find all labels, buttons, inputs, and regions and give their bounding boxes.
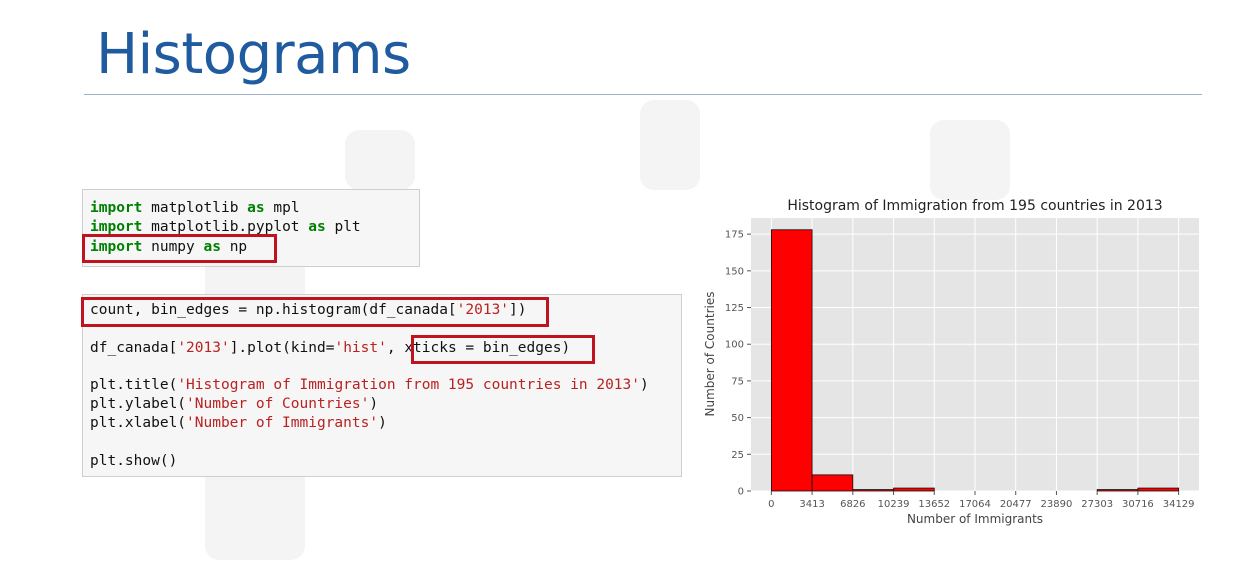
x-tick-label: 20477 (1000, 499, 1032, 510)
y-axis-label: Number of Countries (703, 292, 717, 417)
highlight-box-xticks (411, 335, 595, 364)
code-line: import matplotlib as mpl (90, 199, 300, 218)
x-tick-label: 3413 (799, 499, 824, 510)
code-cell-imports[interactable]: import matplotlib as mpl import matplotli… (82, 189, 420, 267)
code-string: '2013' (456, 302, 510, 318)
code-line: count, bin_edges = np.histogram(df_canad… (90, 301, 527, 320)
y-tick-label: 125 (725, 303, 744, 314)
y-tick-label: 0 (738, 487, 744, 498)
code-string: 'Histogram of Immigration from 195 count… (177, 377, 640, 393)
background-decoration (345, 130, 415, 190)
code-line: df_canada['2013'].plot(kind='hist', xtic… (90, 339, 570, 358)
code-token: plt.ylabel( (90, 396, 187, 412)
bars (770, 229, 1180, 492)
histogram-bar (811, 474, 854, 492)
x-tick-label: 13652 (918, 499, 950, 510)
y-tick-label: 25 (731, 450, 744, 461)
x-axis: 0 3413 6826 10239 13652 17064 20477 23890 27303 3… (768, 491, 1195, 510)
code-token: ].plot(kind= (229, 340, 335, 356)
highlight-box-numpy-import (82, 234, 277, 263)
y-tick-label: 100 (725, 340, 744, 351)
histogram-bar (852, 489, 894, 492)
x-tick-label: 27303 (1081, 499, 1113, 510)
x-tick-label: 10239 (878, 499, 910, 510)
chart-title: Histogram of Immigration from 195 countr… (787, 198, 1162, 214)
code-token: plt.title( (90, 377, 178, 393)
y-tick-label: 50 (731, 413, 744, 424)
highlight-box-histogram-call (81, 297, 549, 327)
x-axis-label: Number of Immigrants (907, 512, 1043, 526)
code-line: import numpy as np (90, 238, 247, 257)
x-tick-label: 23890 (1041, 499, 1073, 510)
code-token: , xticks = bin_edges) (386, 340, 571, 356)
x-tick-label: 17064 (959, 499, 991, 510)
x-tick-label: 6826 (840, 499, 865, 510)
code-string: 'hist' (334, 340, 387, 356)
code-line: plt.show() (90, 452, 177, 471)
code-token: matplotlib (142, 200, 248, 216)
x-tick-label: 34129 (1163, 499, 1195, 510)
code-token: count, bin_edges = np.histogram(df_canad… (90, 302, 457, 318)
code-line: plt.title('Histogram of Immigration from… (90, 376, 649, 395)
code-string: '2013' (177, 340, 230, 356)
background-decoration (930, 120, 1010, 200)
gridlines (751, 218, 1199, 492)
code-keyword: as (308, 219, 326, 235)
code-token: plt (325, 219, 361, 235)
code-token: np (220, 239, 248, 255)
code-keyword: import (90, 200, 143, 216)
histogram-bar (770, 229, 813, 492)
code-token: mpl (264, 200, 300, 216)
code-keyword: import (90, 239, 143, 255)
code-token: plt.show() (90, 453, 178, 469)
code-token: ) (369, 396, 379, 412)
code-line: plt.ylabel('Number of Countries') (90, 395, 378, 414)
code-string: 'Number of Countries' (186, 396, 370, 412)
histogram-bar (893, 487, 935, 492)
code-line: plt.xlabel('Number of Immigrants') (90, 414, 387, 433)
x-tick-label: 0 (768, 499, 774, 510)
title-divider (84, 94, 1202, 95)
y-axis: 0 25 50 75 100 125 150 175 (725, 230, 751, 498)
y-tick-label: 175 (725, 230, 744, 241)
x-tick-label: 30716 (1122, 499, 1154, 510)
code-line: import matplotlib.pyplot as plt (90, 218, 361, 237)
code-token: ]) (509, 302, 527, 318)
code-token: ) (378, 415, 387, 431)
histogram-bar (1137, 487, 1180, 492)
code-keyword: import (90, 219, 143, 235)
histogram-bar (1096, 489, 1139, 492)
code-token: plt.xlabel( (90, 415, 187, 431)
code-keyword: as (203, 239, 221, 255)
slide-title: Histograms (96, 22, 411, 87)
y-tick-label: 150 (725, 266, 744, 277)
code-token: ) (640, 377, 649, 393)
code-token: df_canada[ (90, 340, 178, 356)
histogram-chart: Histogram of Immigration from 195 countr… (703, 198, 1199, 526)
background-decoration (640, 100, 700, 190)
code-string: 'Number of Immigrants' (186, 415, 379, 431)
code-token: numpy (142, 239, 204, 255)
y-tick-label: 75 (731, 376, 744, 387)
code-keyword: as (247, 200, 265, 216)
code-token: matplotlib.pyplot (142, 219, 309, 235)
